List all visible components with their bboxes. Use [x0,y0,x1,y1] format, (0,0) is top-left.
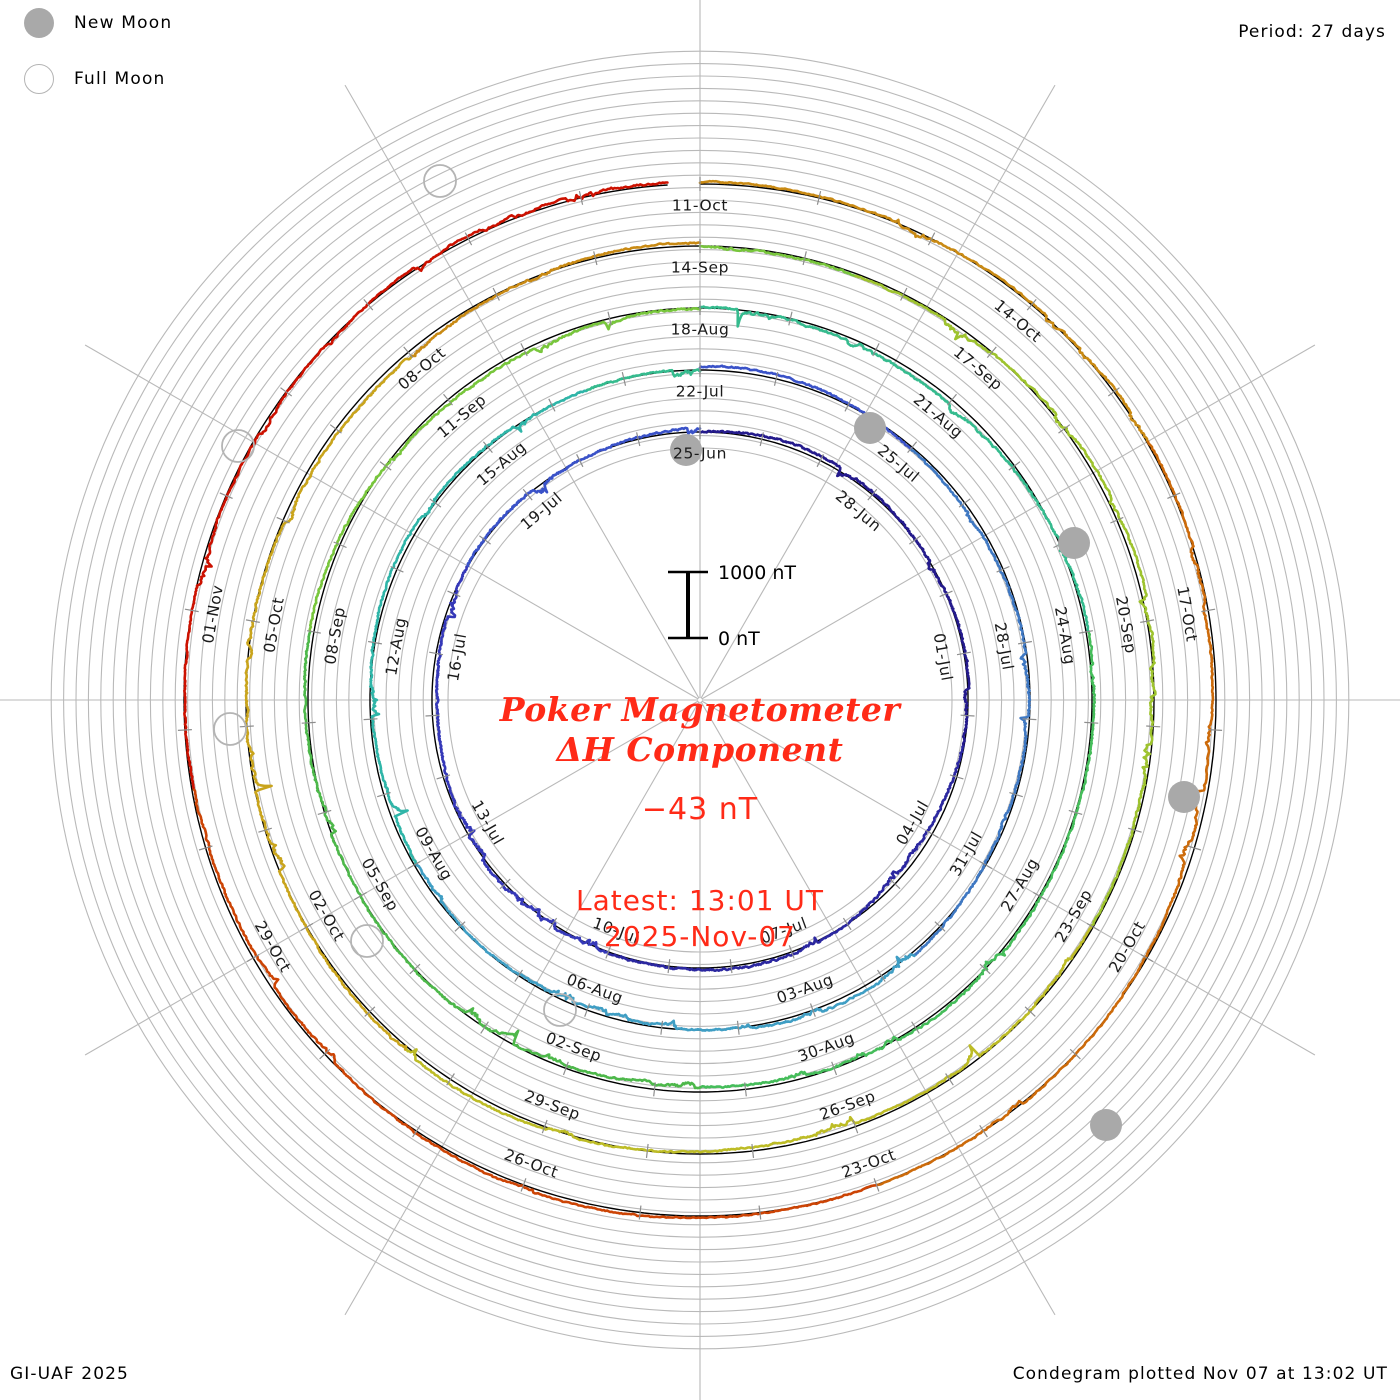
ring-date-label: 12-Aug [382,616,410,677]
ring-date-label: 22-Jul [676,383,724,401]
full-moon-marker [423,164,457,198]
full-moon-marker [543,993,577,1027]
ring-date-label: 24-Aug [1051,605,1079,666]
ring-date-label: 01-Jul [930,632,956,683]
ring-date-label: 17-Oct [1173,585,1200,643]
new-moon-marker [670,434,702,466]
ring-date-label: 14-Oct [991,296,1046,346]
instrument-title-line2: ΔH Component [556,730,844,769]
legend-item-full-moon: Full Moon [24,64,166,94]
legend-item-new-moon: New Moon [24,8,172,38]
ring-date-label: 08-Sep [321,606,349,666]
new-moon-marker [1090,1109,1122,1141]
ring-date-label: 01-Nov [199,583,227,644]
ring-ticks [177,177,1223,1220]
ring-date-label: 25-Jul [874,441,923,486]
ring-date-label: 20-Oct [1106,918,1150,976]
ring-date-label: 23-Sep [1051,886,1096,945]
ring-date-label: 17-Sep [950,343,1006,394]
ring-date-label: 16-Jul [444,632,470,683]
ring-date-label: 18-Aug [671,321,730,339]
scale-bar: 1000 nT 0 nT [668,562,796,650]
moon-markers [213,164,1200,1141]
full-moon-marker [213,712,247,746]
latest-date: 2025-Nov-07 [604,920,796,953]
new-moon-marker [854,412,886,444]
full-moon-marker [350,924,384,958]
new-moon-marker [1168,781,1200,813]
ring-date-label: 25-Jun [673,445,727,463]
plotted-timestamp-label: Condegram plotted Nov 07 at 13:02 UT [1012,1364,1388,1384]
ring-date-label: 14-Sep [671,259,729,277]
period-label: Period: 27 days [1238,22,1386,42]
ring-date-label: 28-Jul [991,621,1017,672]
full-moon-marker [221,429,255,463]
copyright-label: GI-UAF 2025 [10,1364,129,1384]
latest-time: Latest: 13:01 UT [575,884,825,917]
current-value: −43 nT [641,792,759,827]
new-moon-icon [24,8,54,38]
magnetometer-traces [183,179,1215,1220]
ring-date-label: 11-Oct [672,197,728,215]
ring-date-label: 29-Oct [251,918,295,976]
ring-date-label: 15-Aug [473,438,530,490]
ring-date-label: 20-Sep [1112,595,1140,655]
center-readout: Poker Magnetometer ΔH Component −43 nT L… [400,690,1000,955]
ring-date-label: 05-Oct [260,596,287,654]
full-moon-icon [24,64,54,94]
ring-date-label: 29-Sep [522,1087,583,1124]
scale-bottom-label: 0 nT [718,628,760,650]
legend-label-full-moon: Full Moon [74,69,166,89]
instrument-title-line1: Poker Magnetometer [499,690,901,729]
ring-date-label: 08-Oct [395,344,450,394]
ring-date-label: 11-Sep [434,391,490,442]
legend-label-new-moon: New Moon [74,13,173,33]
new-moon-marker [1058,527,1090,559]
ring-date-label: 03-Aug [774,970,835,1007]
scale-top-label: 1000 nT [718,562,796,584]
